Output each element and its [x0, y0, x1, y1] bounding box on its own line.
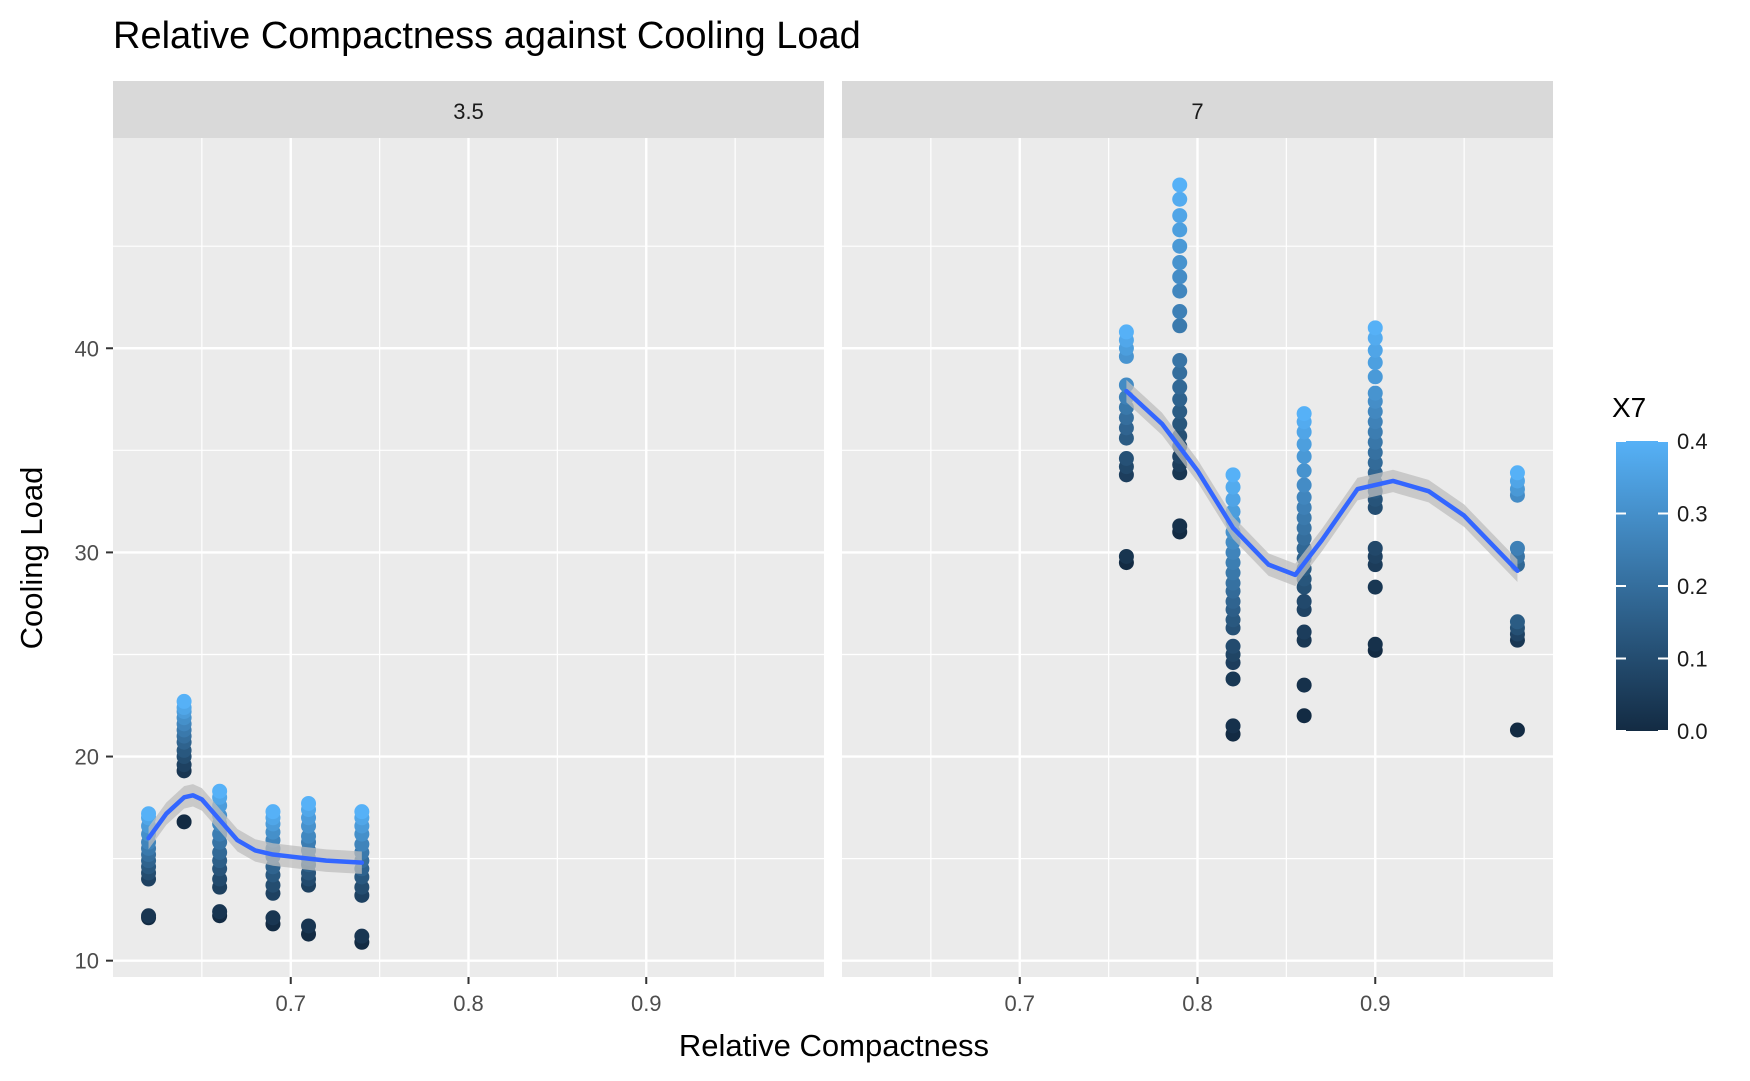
- data-point: [1225, 718, 1241, 734]
- data-point: [1225, 479, 1241, 495]
- data-point: [1296, 436, 1312, 452]
- smooth-confidence-band: [148, 784, 362, 874]
- chart-title: Relative Compactness against Cooling Loa…: [113, 15, 861, 57]
- data-point: [1367, 385, 1383, 401]
- data-point: [1296, 624, 1312, 640]
- data-point: [1172, 208, 1188, 224]
- data-point: [1367, 320, 1383, 336]
- x-tick-label: 0.7: [1004, 991, 1035, 1016]
- x-tick-label: 0.9: [631, 991, 662, 1016]
- data-point: [1225, 638, 1241, 654]
- data-point: [1296, 448, 1312, 464]
- facet-strip: [842, 81, 1553, 138]
- data-point: [1225, 491, 1241, 507]
- data-point: [1509, 722, 1525, 738]
- data-point: [1172, 304, 1188, 320]
- data-point: [1367, 342, 1383, 358]
- data-point: [1509, 465, 1525, 481]
- data-point: [141, 806, 157, 822]
- data-point: [1118, 450, 1134, 466]
- legend-ticks: 0.4 0.3 0.2 0.1 0.0: [1616, 429, 1708, 744]
- data-point: [1296, 677, 1312, 693]
- data-point: [1172, 255, 1188, 271]
- data-point: [1172, 379, 1188, 395]
- data-point: [1172, 222, 1188, 238]
- facet-panel-7: 7 0.7 0.8 0.9: [842, 81, 1553, 1016]
- data-point: [265, 804, 281, 820]
- y-tick-label: 30: [75, 540, 99, 565]
- data-point: [1172, 269, 1188, 285]
- legend-label: 0.4: [1677, 429, 1708, 454]
- data-point: [1296, 708, 1312, 724]
- y-tick-label: 20: [75, 745, 99, 770]
- data-point: [1367, 636, 1383, 652]
- data-point: [1509, 614, 1525, 630]
- data-point: [1296, 477, 1312, 493]
- data-point: [265, 910, 281, 926]
- data-point: [1172, 238, 1188, 254]
- data-point: [1296, 463, 1312, 479]
- smooth-trend-line: [146, 793, 365, 865]
- data-point: [1225, 671, 1241, 687]
- data-point: [301, 918, 317, 934]
- y-axis: 10 20 30 40: [75, 336, 113, 974]
- data-point: [1367, 355, 1383, 371]
- y-axis-title: Cooling Load: [14, 467, 49, 650]
- x-tick-label: 0.9: [1360, 991, 1391, 1016]
- facet-strip-label: 3.5: [453, 99, 484, 124]
- data-point: [1172, 416, 1188, 432]
- data-point: [212, 783, 228, 799]
- data-point: [1296, 406, 1312, 422]
- data-point: [1172, 177, 1188, 193]
- data-point: [1118, 548, 1134, 564]
- data-point: [1172, 404, 1188, 420]
- color-legend: X7 0.4 0.3 0.2 0.1 0.0: [1612, 392, 1708, 744]
- data-point: [301, 795, 317, 811]
- data-point: [176, 693, 192, 709]
- data-point: [1296, 489, 1312, 505]
- smooth-trend-line: [1124, 388, 1520, 578]
- data-point: [176, 814, 192, 830]
- x-tick-label: 0.8: [1182, 991, 1213, 1016]
- data-point: [1225, 467, 1241, 483]
- data-point: [1172, 391, 1188, 407]
- data-point: [212, 904, 228, 920]
- data-point: [1509, 540, 1525, 556]
- data-point: [354, 804, 370, 820]
- x-tick-label: 0.8: [453, 991, 484, 1016]
- legend-label: 0.1: [1677, 647, 1708, 672]
- legend-label: 0.2: [1677, 574, 1708, 599]
- data-point: [1172, 365, 1188, 381]
- facet-strip: [113, 81, 824, 138]
- data-point: [1118, 324, 1134, 340]
- data-point: [1172, 318, 1188, 334]
- y-tick-label: 40: [75, 336, 99, 361]
- x-axis-title: Relative Compactness: [679, 1028, 989, 1063]
- data-point: [1367, 579, 1383, 595]
- facet-panel-3-5: 3.5 0.7 0.8 0.9: [113, 81, 824, 1016]
- legend-label: 0.0: [1677, 719, 1708, 744]
- y-tick-label: 10: [75, 949, 99, 974]
- data-point: [1172, 283, 1188, 299]
- data-point: [354, 928, 370, 944]
- legend-label: 0.3: [1677, 502, 1708, 527]
- data-point: [1296, 593, 1312, 609]
- data-point: [1367, 540, 1383, 556]
- data-point: [1172, 518, 1188, 534]
- data-point: [1172, 191, 1188, 207]
- legend-title: X7: [1612, 392, 1646, 423]
- data-point: [141, 908, 157, 924]
- data-point: [1172, 353, 1188, 369]
- facet-strip-label: 7: [1191, 99, 1203, 124]
- x-tick-label: 0.7: [275, 991, 306, 1016]
- data-point: [1367, 369, 1383, 385]
